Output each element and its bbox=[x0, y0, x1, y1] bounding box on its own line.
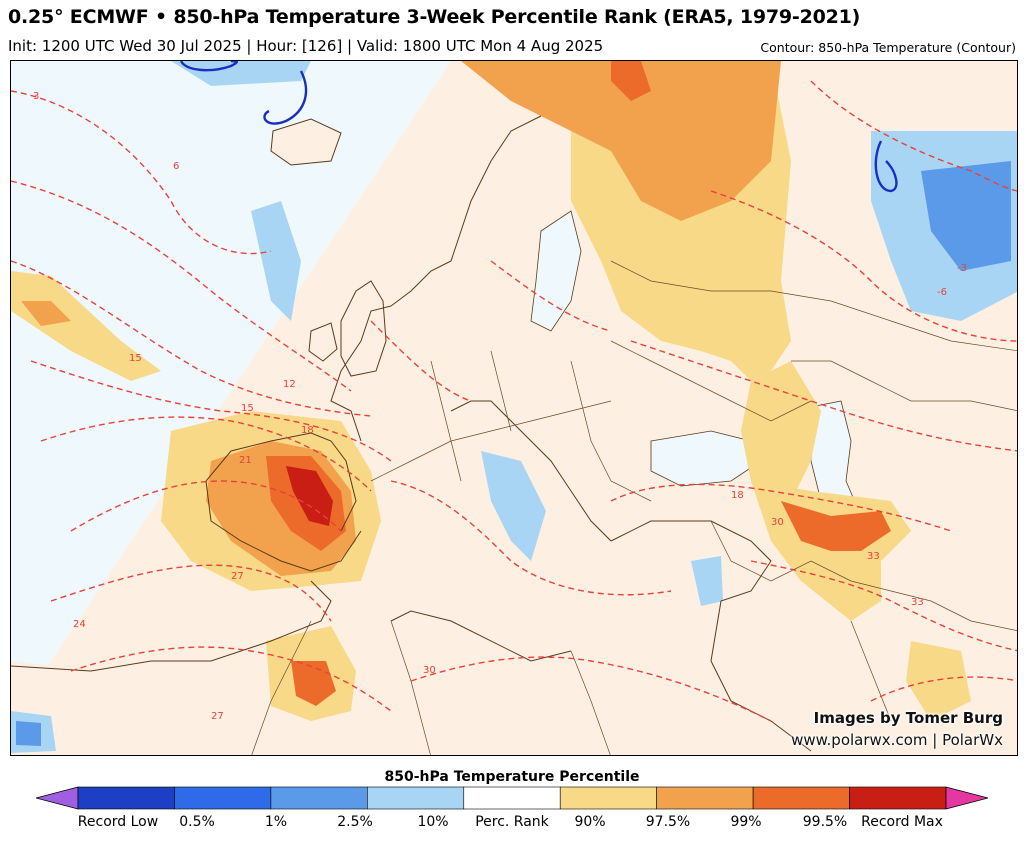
land-areas bbox=[11, 61, 1017, 755]
coastlines bbox=[11, 115, 812, 752]
warm-99-middle-east bbox=[781, 501, 891, 551]
cold-contour-greenland-2 bbox=[263, 70, 308, 125]
colorbar-tick-label: 1% bbox=[264, 814, 288, 830]
warm-anomaly-shading bbox=[11, 61, 971, 721]
colorbar-tick-label: 10% bbox=[417, 814, 449, 830]
warm-975-russia bbox=[461, 61, 781, 221]
contour-label: 27 bbox=[211, 711, 224, 722]
contour-note: Contour: 850-hPa Temperature (Contour) bbox=[760, 40, 1016, 55]
cold-10-cyprus bbox=[691, 556, 723, 606]
contour-labels: 3 6 12 15 15 18 18 21 24 27 27 30 30 33 … bbox=[33, 91, 967, 722]
percentile-map[interactable]: 3 6 12 15 15 18 18 21 24 27 27 30 30 33 … bbox=[10, 60, 1018, 756]
colorbar-segment bbox=[270, 786, 368, 810]
warm-995-iberia bbox=[286, 466, 333, 526]
credit-website[interactable]: www.polarwx.com | PolarWx bbox=[791, 731, 1003, 749]
contour-label: 3 bbox=[33, 91, 39, 102]
run-info: Init: 1200 UTC Wed 30 Jul 2025 | Hour: [… bbox=[8, 37, 604, 55]
contour-label: 33 bbox=[867, 551, 880, 562]
colorbar-segment-record-max bbox=[945, 786, 988, 810]
warm-99-north bbox=[611, 61, 651, 101]
colorbar-segment bbox=[849, 786, 947, 810]
contour-label: 12 bbox=[283, 379, 296, 390]
colorbar-tick-label: 0.5% bbox=[179, 814, 215, 830]
contour-label: 30 bbox=[771, 517, 784, 528]
contour-label: 15 bbox=[129, 353, 142, 364]
warm-90-caucasus bbox=[741, 361, 821, 521]
cold-contours bbox=[179, 61, 898, 193]
warm-99-sahara bbox=[291, 661, 336, 706]
contour-label: 33 bbox=[911, 597, 924, 608]
cold-25-siberia bbox=[921, 161, 1011, 271]
colorbar-segment bbox=[463, 786, 561, 810]
colorbar-tick-label: 90% bbox=[574, 814, 606, 830]
colorbar-tick-label: Perc. Rank bbox=[475, 814, 549, 830]
page-title: 0.25° ECMWF • 850-hPa Temperature 3-Week… bbox=[8, 6, 861, 28]
warm-90-arabia bbox=[906, 641, 971, 721]
land-ireland bbox=[309, 323, 337, 361]
contour-label: 30 bbox=[423, 665, 436, 676]
contour-label: -6 bbox=[937, 287, 947, 298]
cold-10-north-atlantic bbox=[251, 201, 301, 321]
warm-975-atlantic bbox=[21, 301, 71, 326]
legend-title: 850-hPa Temperature Percentile bbox=[384, 769, 640, 785]
colorbar-tick-label: 99% bbox=[730, 814, 762, 830]
contour-label: -3 bbox=[957, 263, 967, 274]
cold-10-greenland bbox=[171, 61, 311, 86]
colorbar-tick-label: 2.5% bbox=[337, 814, 373, 830]
colorbar-tick-label: Record Low bbox=[77, 814, 159, 830]
colorbar-tick-label: Record Max bbox=[861, 814, 943, 830]
baltic-sea bbox=[530, 210, 582, 332]
cold-contour-siberia bbox=[874, 140, 898, 193]
contour-label: 18 bbox=[301, 425, 314, 436]
contour-label: 15 bbox=[241, 403, 254, 414]
contour-label: 21 bbox=[239, 455, 252, 466]
temperature-contours bbox=[11, 80, 1017, 722]
cold-anomaly-shading bbox=[11, 61, 1017, 753]
credit-author: Images by Tomer Burg bbox=[813, 709, 1003, 727]
colorbar bbox=[36, 786, 988, 810]
colorbar-segments bbox=[36, 786, 988, 810]
colorbar-segment bbox=[77, 786, 175, 810]
colorbar-segment bbox=[174, 786, 272, 810]
colorbar-segment bbox=[559, 786, 657, 810]
contour-label: 27 bbox=[231, 571, 244, 582]
cold-25-sw-corner bbox=[16, 721, 41, 746]
colorbar-segment-record-low bbox=[36, 786, 79, 810]
contour-label: 24 bbox=[73, 619, 86, 630]
black-sea bbox=[650, 430, 762, 487]
map-canvas: 3 6 12 15 15 18 18 21 24 27 27 30 30 33 … bbox=[11, 61, 1017, 755]
country-borders bbox=[251, 260, 1017, 755]
warm-90-atlantic bbox=[11, 271, 161, 381]
colorbar-tick-label: 99.5% bbox=[802, 814, 848, 830]
colorbar-segment bbox=[656, 786, 754, 810]
cold-contour-greenland bbox=[179, 61, 238, 72]
colorbar-segment bbox=[367, 786, 465, 810]
colorbar-tick-label: 97.5% bbox=[645, 814, 691, 830]
colorbar-segment bbox=[752, 786, 850, 810]
contour-label: 18 bbox=[731, 490, 744, 501]
cold-10-adriatic bbox=[481, 451, 546, 561]
land-iceland bbox=[271, 119, 341, 165]
contour-label: 6 bbox=[173, 161, 179, 172]
land-britain bbox=[341, 281, 386, 376]
